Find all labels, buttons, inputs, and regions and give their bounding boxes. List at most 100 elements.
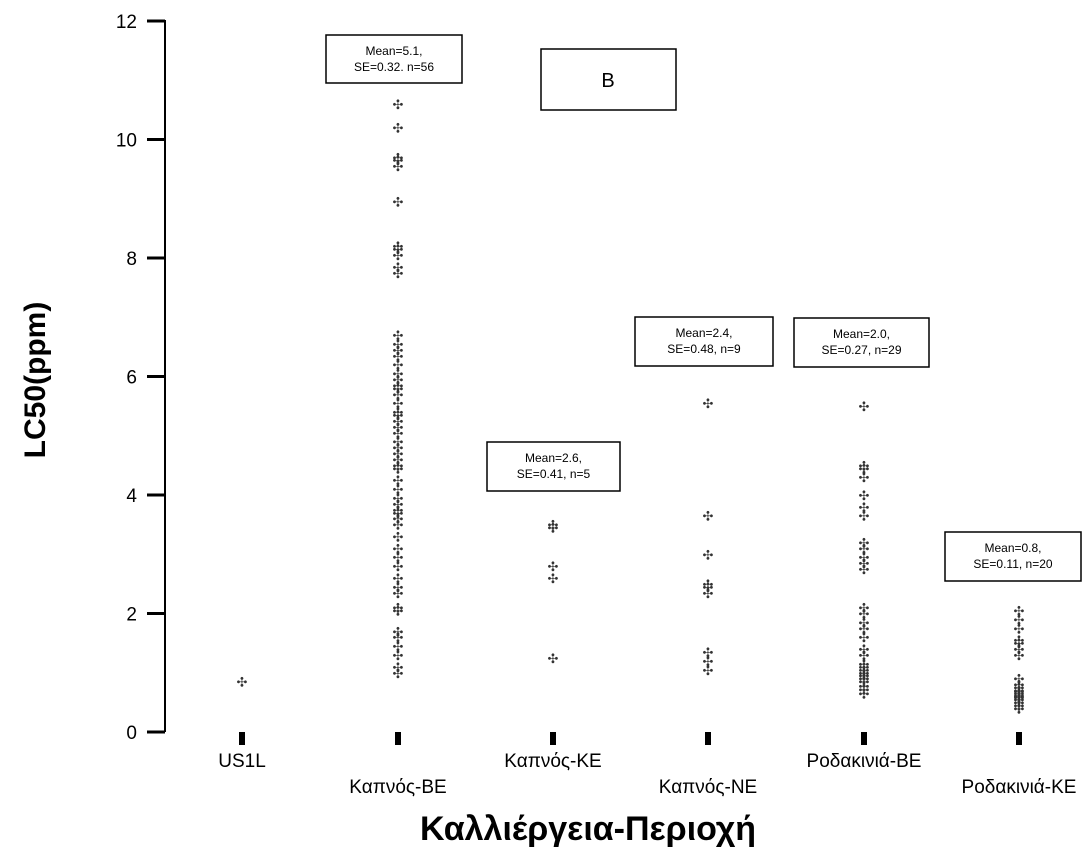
data-point: ✣ — [393, 406, 404, 421]
data-point: ✣ — [703, 581, 714, 596]
data-point: ✣ — [393, 98, 404, 113]
annotation-frame — [486, 441, 621, 492]
data-point: ✣ — [548, 519, 559, 534]
annotation-line1: Mean=2.0, — [833, 327, 890, 341]
panel-label: B — [601, 70, 614, 92]
data-point: ✣ — [393, 483, 404, 498]
data-point: ✣ — [1014, 689, 1025, 704]
data-point: ✣ — [393, 379, 404, 394]
annotation-frame — [634, 316, 774, 367]
y-tick-label: 8 — [126, 249, 137, 270]
x-tick-label: Ροδακινιά-ΒΕ — [807, 751, 922, 772]
data-point: ✣ — [1014, 693, 1025, 708]
data-point: ✣ — [1014, 686, 1025, 701]
data-point: ✣ — [1014, 605, 1025, 620]
data-point: ✣ — [393, 542, 404, 557]
data-point: ✣ — [859, 649, 870, 664]
data-point: ✣ — [393, 640, 404, 655]
annotation-line1: Mean=2.4, — [675, 326, 732, 340]
data-point: ✣ — [1014, 699, 1025, 714]
data-point: ✣ — [393, 350, 404, 365]
data-point: ✣ — [393, 453, 404, 468]
data-point: ✣ — [859, 631, 870, 646]
data-point: ✣ — [859, 676, 870, 691]
annotation-line1: Mean=5.1, — [365, 44, 422, 58]
data-point: ✣ — [393, 661, 404, 676]
y-tick-label: 4 — [126, 486, 137, 507]
data-point: ✣ — [859, 602, 870, 617]
data-point: ✣ — [859, 462, 870, 477]
data-point: ✣ — [393, 397, 404, 412]
y-axis-ticks: 0 2 4 6 8 10 12 — [116, 12, 165, 744]
data-point: ✣ — [393, 572, 404, 587]
data-point: ✣ — [393, 530, 404, 545]
data-point: ✣ — [703, 397, 714, 412]
data-point: ✣ — [859, 680, 870, 695]
data-point: ✣ — [393, 436, 404, 451]
data-point: ✣ — [859, 542, 870, 557]
data-point: ✣ — [859, 683, 870, 698]
annotation-line2: SE=0.48, n=9 — [667, 342, 741, 356]
data-point: ✣ — [859, 622, 870, 637]
data-point: ✣ — [393, 649, 404, 664]
data-point: ✣ — [393, 459, 404, 474]
data-point: ✣ — [393, 249, 404, 264]
data-point: ✣ — [393, 587, 404, 602]
data-point: ✣ — [859, 400, 870, 415]
data-point: ✣ — [1014, 685, 1025, 700]
data-point: ✣ — [393, 388, 404, 403]
annotation-box: Mean=2.0, SE=0.27, n=29 — [793, 317, 930, 368]
data-point: ✣ — [859, 501, 870, 516]
data-point: ✣ — [859, 536, 870, 551]
data-point: ✣ — [1014, 643, 1025, 658]
data-point: ✣ — [703, 587, 714, 602]
data-point: ✣ — [393, 519, 404, 534]
data-point: ✣ — [393, 448, 404, 463]
data-point: ✣ — [393, 507, 404, 522]
x-tick-label: Καπνός-ΝΕ — [659, 777, 757, 798]
data-point: ✣ — [393, 338, 404, 353]
data-point: ✣ — [393, 154, 404, 169]
data-point: ✣ — [393, 160, 404, 175]
data-point: ✣ — [393, 602, 404, 617]
x-axis-ticks: US1L Καπνός-ΒΕ Καπνός-ΚΕ Καπνός-ΝΕ Ροδακινιά… — [218, 732, 1076, 798]
data-point: ✣ — [1014, 613, 1025, 628]
annotation-line2: SE=0.11, n=20 — [973, 557, 1053, 571]
data-point: ✣ — [859, 667, 870, 682]
x-tick-label: US1L — [218, 751, 266, 772]
data-point: ✣ — [1014, 622, 1025, 637]
data-point: ✣ — [393, 151, 404, 166]
data-point: ✣ — [859, 557, 870, 572]
annotation-boxes: Mean=5.1, SE=0.32. n=56 Mean=2.6, SE=0.41, … — [325, 34, 1082, 582]
data-point: ✣ — [393, 415, 404, 430]
x-axis-title: Καλλιέργεια-Περιοχή — [420, 810, 756, 848]
data-point: ✣ — [393, 551, 404, 566]
y-tick-label: 10 — [116, 131, 137, 152]
annotation-frame — [325, 34, 463, 84]
y-tick-label: 6 — [126, 368, 137, 389]
data-point: ✣ — [859, 687, 870, 702]
data-point: ✣ — [393, 560, 404, 575]
panel-label-box: B — [540, 48, 677, 111]
data-point: ✣ — [393, 267, 404, 282]
data-point: ✣ — [393, 498, 404, 513]
data-point: ✣ — [1014, 696, 1025, 711]
data-point: ✣ — [1014, 687, 1025, 702]
data-point: ✣ — [393, 368, 404, 383]
data-point: ✣ — [859, 643, 870, 658]
data-point: ✣ — [393, 442, 404, 457]
data-point: ✣ — [1014, 682, 1025, 697]
x-tick-label: Καπνός-ΒΕ — [349, 777, 446, 798]
data-point: ✣ — [859, 471, 870, 486]
data-point: ✣ — [548, 560, 559, 575]
data-point: ✣ — [1014, 673, 1025, 688]
data-point: ✣ — [393, 605, 404, 620]
data-point: ✣ — [393, 243, 404, 258]
data-point: ✣ — [393, 631, 404, 646]
annotation-line1: Mean=0.8, — [984, 541, 1041, 555]
data-point: ✣ — [393, 344, 404, 359]
data-point: ✣ — [859, 510, 870, 525]
data-point: ✣ — [859, 563, 870, 578]
data-point: ✣ — [859, 616, 870, 631]
data-point: ✣ — [703, 646, 714, 661]
